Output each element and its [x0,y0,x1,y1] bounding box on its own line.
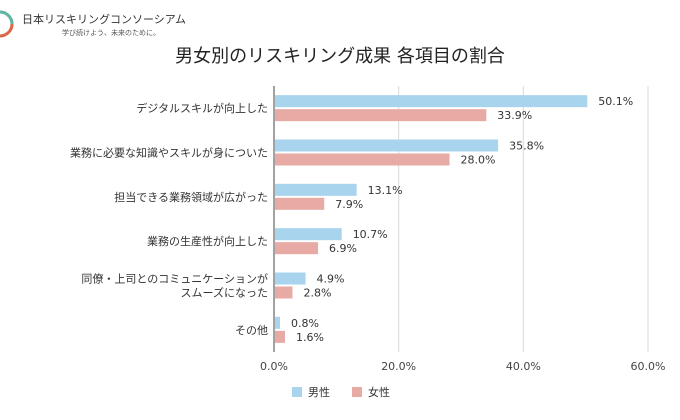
data-label: 13.1% [368,184,403,197]
bar-male [275,95,588,108]
bar-male [275,228,342,241]
org-name: 日本リスキリングコンソーシアム [22,13,187,26]
x-tick-label: 60.0% [631,360,666,373]
category-label: デジタルスキルが向上した [136,101,268,115]
category-label: 同僚・上司とのコミュニケーションが [81,272,268,286]
bar-male [275,272,306,285]
category-label: 担当できる業務領域が広がった [114,190,268,204]
category-label: 業務の生産性が向上した [147,234,268,248]
bar-male [275,139,499,152]
data-label: 4.9% [317,273,345,286]
data-label: 33.9% [497,109,532,122]
legend-label: 男性 [308,385,330,399]
category-label: スムーズになった [181,286,268,300]
bar-female [275,197,325,210]
data-label: 50.1% [598,95,633,108]
data-label: 28.0% [461,154,496,167]
legend-swatch [352,387,362,397]
category-label: その他 [235,324,268,337]
data-label: 10.7% [353,228,388,241]
bar-female [275,242,319,255]
swirl-logo-icon [0,10,14,38]
x-tick-label: 0.0% [260,360,288,373]
org-tagline: 学び続けよう、未来のために。 [62,29,160,37]
chart-title: 男女別のリスキリング成果 各項目の割合 [175,46,505,67]
data-label: 2.8% [303,287,331,300]
legend-swatch [292,387,302,397]
data-label: 35.8% [509,140,544,153]
data-label: 0.8% [291,317,319,330]
bar-female [275,286,293,299]
data-label: 7.9% [335,198,363,211]
bar-female [275,109,487,122]
bar-male [275,316,280,329]
x-tick-label: 40.0% [506,360,541,373]
legend-label: 女性 [368,385,390,399]
category-label: 業務に必要な知識やスキルが身についた [70,146,268,160]
bar-female [275,153,450,166]
x-tick-label: 20.0% [381,360,416,373]
data-label: 6.9% [329,242,357,255]
data-label: 1.6% [296,331,324,344]
bar-female [275,330,285,343]
bar-male [275,183,357,196]
